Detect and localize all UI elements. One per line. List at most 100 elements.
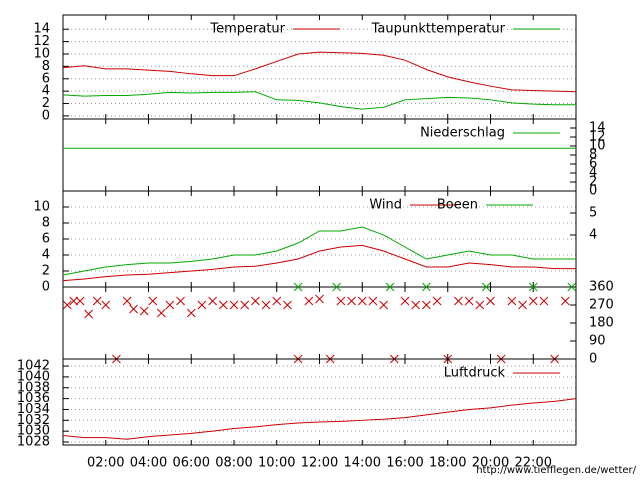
data-point <box>69 296 79 306</box>
y-tick-label: 90 <box>589 334 606 349</box>
data-point <box>186 308 196 318</box>
y-tick-label: 1042 <box>17 359 50 374</box>
x-tick-label: 12:00 <box>301 456 338 471</box>
data-point <box>481 282 491 292</box>
x-tick-label: 04:00 <box>130 456 167 471</box>
data-point <box>336 296 346 306</box>
y-tick-label: 1032 <box>17 413 50 428</box>
y2-tick-label: 4 <box>589 228 597 243</box>
data-point <box>272 296 282 306</box>
x-tick-label: 14:00 <box>344 456 381 471</box>
y-tick-label: 8 <box>589 148 597 163</box>
y-tick-label: 12 <box>33 34 50 49</box>
y-tick-label: 4 <box>42 84 50 99</box>
data-point <box>507 296 517 306</box>
data-point <box>560 296 570 306</box>
y-tick-label: 0 <box>589 184 597 199</box>
y-tick-label: 14 <box>589 121 606 136</box>
y-tick-label: 8 <box>42 216 50 231</box>
data-point <box>332 282 341 292</box>
data-point <box>528 296 538 306</box>
x-tick-label: 18:00 <box>429 456 466 471</box>
data-point <box>518 300 527 310</box>
y-tick-label: 0 <box>589 352 597 367</box>
data-point <box>218 300 228 310</box>
y-tick-label: 14 <box>33 22 50 37</box>
x-tick-label: 20:00 <box>472 456 509 471</box>
y-tick-label: 1034 <box>17 402 50 417</box>
data-point <box>475 300 485 310</box>
y-tick-label: 0 <box>42 108 50 123</box>
y-tick-label: 10 <box>33 47 50 62</box>
y-tick-label: 8 <box>42 59 50 74</box>
y-tick-label: 4 <box>42 248 50 263</box>
data-point <box>176 296 185 306</box>
y-tick-label: 360 <box>589 280 614 295</box>
data-point <box>464 296 474 306</box>
y-tick-label: 6 <box>42 232 50 247</box>
data-point <box>528 282 538 292</box>
data-point <box>101 300 111 310</box>
data-line <box>62 398 577 440</box>
y-tick-label: 6 <box>589 157 597 172</box>
y-tick-label: 1028 <box>17 435 50 450</box>
legend-label: Boeen <box>437 198 478 213</box>
legend-label: Taupunkttemperatur <box>371 22 506 37</box>
data-point <box>156 308 166 318</box>
data-point <box>379 300 388 310</box>
data-point <box>283 300 292 310</box>
data-point <box>122 296 132 306</box>
data-point <box>62 300 72 310</box>
y-tick-label: 10 <box>33 200 50 215</box>
data-point <box>432 296 442 306</box>
data-point <box>139 306 149 316</box>
data-point <box>208 296 217 306</box>
legend-label: Niederschlag <box>420 126 505 141</box>
data-point <box>84 309 94 319</box>
legend-label: Temperatur <box>209 22 285 37</box>
y-tick-label: 180 <box>589 316 614 331</box>
data-point <box>422 300 431 310</box>
x-tick-label: 06:00 <box>173 456 210 471</box>
y-tick-label: 4 <box>589 166 597 181</box>
data-point <box>165 300 175 310</box>
y-tick-label: 10 <box>589 139 606 154</box>
data-line <box>62 51 577 93</box>
data-point <box>385 282 395 292</box>
footer-url: http://www.tiefflegen.de/wetter/ <box>476 465 636 476</box>
data-point <box>454 296 463 306</box>
data-point <box>368 296 378 306</box>
data-point <box>129 304 138 314</box>
y-tick-label: 0 <box>42 280 50 295</box>
data-point <box>411 300 421 310</box>
data-point <box>539 296 549 306</box>
panel-frame <box>62 286 577 360</box>
x-tick-label: 22:00 <box>515 456 552 471</box>
data-point <box>486 296 495 306</box>
data-line <box>62 244 576 282</box>
data-point <box>261 300 271 310</box>
y-tick-label: 2 <box>42 264 50 279</box>
data-point <box>229 300 239 310</box>
y-tick-label: 1036 <box>17 391 50 406</box>
x-tick-label: 08:00 <box>215 456 252 471</box>
data-point <box>293 282 303 292</box>
y-tick-label: 2 <box>589 175 597 190</box>
x-tick-label: 16:00 <box>386 456 423 471</box>
y-tick-label: 6 <box>42 71 50 86</box>
legend-label: Wind <box>369 198 402 213</box>
x-tick-label: 02:00 <box>87 456 124 471</box>
y-tick-label: 2 <box>42 96 50 111</box>
data-line <box>62 91 576 110</box>
y-tick-label: 12 <box>589 130 606 145</box>
y-tick-label: 1040 <box>17 369 50 384</box>
data-point <box>357 296 367 306</box>
data-line <box>62 226 576 276</box>
data-point <box>567 282 577 292</box>
data-point <box>197 300 207 310</box>
y-tick-label: 1030 <box>17 424 50 439</box>
data-point <box>75 296 85 306</box>
data-point <box>240 300 250 310</box>
y-tick-label: 270 <box>589 298 614 313</box>
